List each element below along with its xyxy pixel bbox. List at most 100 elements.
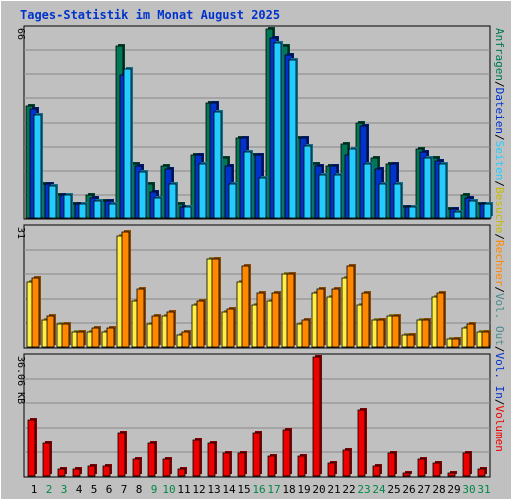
bar-rechner-day-28 <box>436 292 445 348</box>
day-label: 28 <box>432 483 445 496</box>
chart-title: Tages-Statistik im Monat August 2025 <box>20 8 280 22</box>
day-label: 12 <box>192 483 205 496</box>
bar-volumen-day-25 <box>387 452 396 477</box>
bar-volumen-day-11 <box>177 468 186 477</box>
day-label: 5 <box>91 483 98 496</box>
bar-volumen-day-1 <box>27 419 36 477</box>
bar-seiten-day-19 <box>303 145 312 219</box>
bar-rechner-day-25 <box>391 315 400 348</box>
bar-rechner-day-12 <box>196 300 205 348</box>
day-label: 21 <box>327 483 340 496</box>
day-label: 3 <box>61 483 68 496</box>
bar-seiten-day-21 <box>333 174 342 219</box>
bar-volumen-day-12 <box>192 439 201 477</box>
day-label: 6 <box>106 483 113 496</box>
day-label: 19 <box>297 483 310 496</box>
bar-rechner-day-8 <box>136 288 145 348</box>
day-label: 29 <box>447 483 460 496</box>
bar-rechner-day-21 <box>331 288 340 348</box>
bar-seiten-day-30 <box>468 200 477 219</box>
legend-item: Dateien <box>493 88 506 134</box>
bar-rechner-day-3 <box>61 323 70 348</box>
bar-seiten-day-18 <box>288 59 297 219</box>
legend-item: / <box>493 81 506 88</box>
bar-rechner-day-29 <box>451 338 460 348</box>
bar-seiten-day-3 <box>63 194 72 219</box>
bar-seiten-day-13 <box>213 111 222 219</box>
bar-volumen-day-7 <box>117 432 126 477</box>
bar-volumen-day-9 <box>147 442 156 477</box>
bar-seiten-day-25 <box>393 183 402 219</box>
day-label: 9 <box>151 483 158 496</box>
bar-rechner-day-9 <box>151 315 160 348</box>
bar-seiten-day-9 <box>153 197 162 219</box>
y-max-label: 36.06 KB <box>15 356 26 404</box>
legend-item: / <box>493 286 506 293</box>
day-label: 7 <box>121 483 128 496</box>
bar-volumen-day-23 <box>357 409 366 477</box>
day-label: 26 <box>402 483 415 496</box>
bar-volumen-day-13 <box>207 442 216 477</box>
bar-seiten-day-29 <box>453 211 462 219</box>
bar-rechner-day-22 <box>346 265 355 348</box>
legend-item: / <box>493 134 506 141</box>
bar-volumen-day-6 <box>102 465 111 477</box>
bar-seiten-day-31 <box>483 203 492 219</box>
legend-item: / <box>493 233 506 240</box>
bar-seiten-day-4 <box>78 203 87 219</box>
bar-volumen-day-5 <box>87 465 96 477</box>
day-label: 24 <box>372 483 386 496</box>
bar-shadow <box>450 471 457 474</box>
bar-seiten-day-12 <box>198 163 207 219</box>
bar-seiten-day-23 <box>363 163 372 219</box>
day-label: 13 <box>207 483 220 496</box>
bar-rechner-day-4 <box>76 331 85 348</box>
legend-item: Besuche <box>493 187 506 233</box>
bar-rechner-day-10 <box>166 311 175 348</box>
bar-volumen-day-2 <box>42 442 51 477</box>
bar-rechner-day-31 <box>481 331 490 348</box>
bar-rechner-day-30 <box>466 323 475 348</box>
legend-item: Anfragen <box>493 28 506 81</box>
bar-rechner-day-16 <box>256 292 265 348</box>
y-max-label: 31 <box>15 227 26 239</box>
bar-volumen-day-24 <box>372 465 381 477</box>
day-label: 25 <box>387 483 400 496</box>
y-max-label: 66 <box>15 28 26 40</box>
bar-volumen-day-29 <box>447 472 456 477</box>
bar-rechner-day-17 <box>271 292 280 348</box>
bar-volumen-day-27 <box>417 458 426 477</box>
day-label: 31 <box>477 483 490 496</box>
day-label: 27 <box>417 483 430 496</box>
right-axis-label: Anfragen/Dateien/Seiten/Besuche/Rechner/… <box>493 28 506 452</box>
panel-2: 31 <box>15 224 491 349</box>
legend-item: / <box>493 180 506 187</box>
bar-rechner-day-2 <box>46 315 55 348</box>
panel-3: 36.06 KB <box>15 353 491 478</box>
chart-panels: 66 31 36.06 KB <box>15 25 493 478</box>
bar-volumen-day-28 <box>432 462 441 477</box>
bar-seiten-day-1 <box>33 114 42 219</box>
bar-rechner-day-1 <box>31 277 40 348</box>
bar-rechner-day-26 <box>406 334 415 348</box>
bar-seiten-day-28 <box>438 163 447 219</box>
bar-volumen-day-10 <box>162 458 171 477</box>
bar-volumen-day-26 <box>402 472 411 477</box>
bar-rechner-day-14 <box>226 308 235 348</box>
bar-volumen-day-14 <box>222 452 231 477</box>
bar-seiten-day-5 <box>93 200 102 219</box>
bar-seiten-day-8 <box>138 171 147 219</box>
bar-rechner-day-27 <box>421 319 430 348</box>
legend-item: Volumen <box>493 406 506 452</box>
bar-volumen-day-18 <box>282 429 291 477</box>
bar-seiten-day-22 <box>348 148 357 219</box>
bar-volumen-day-22 <box>342 449 351 477</box>
bar-rechner-day-24 <box>376 319 385 348</box>
day-label: 22 <box>342 483 355 496</box>
bar-rechner-day-20 <box>316 288 325 348</box>
bar-seiten-day-6 <box>108 203 117 219</box>
day-label: 15 <box>237 483 250 496</box>
bar-volumen-day-17 <box>267 455 276 477</box>
bar-rechner-day-5 <box>91 327 100 348</box>
